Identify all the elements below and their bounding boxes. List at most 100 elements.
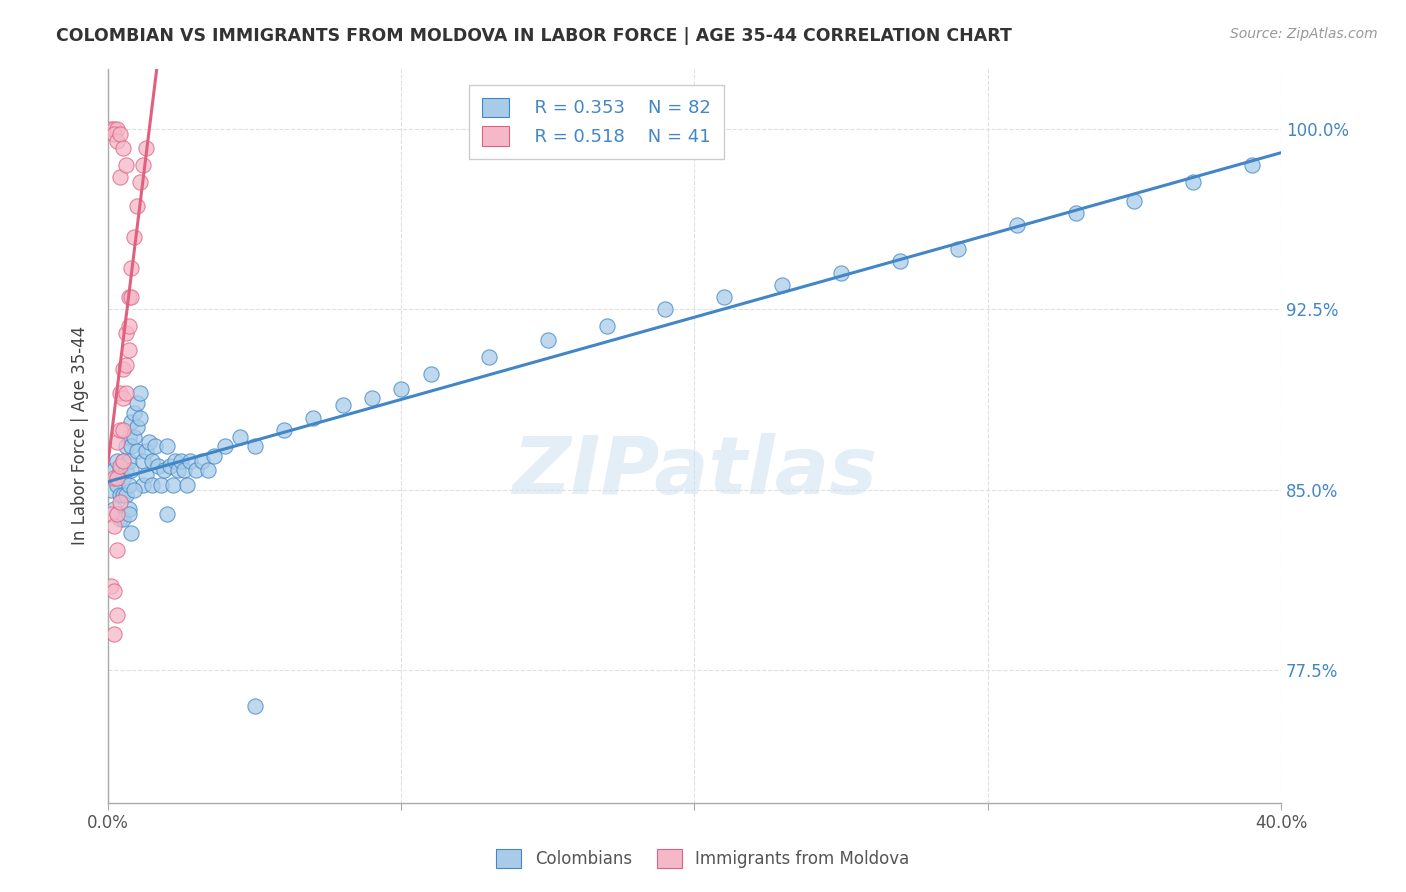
Point <box>114 358 136 372</box>
Point <box>135 444 157 458</box>
Text: Source: ZipAtlas.com: Source: ZipAtlas.com <box>1230 27 1378 41</box>
Point <box>129 410 152 425</box>
Point <box>120 526 142 541</box>
Point <box>111 454 134 468</box>
Point <box>111 511 134 525</box>
Point <box>105 121 128 136</box>
Point <box>111 471 134 485</box>
Point <box>537 334 560 348</box>
Point <box>152 463 174 477</box>
Point <box>117 502 139 516</box>
Point <box>127 199 149 213</box>
Point <box>141 478 163 492</box>
Point <box>103 471 125 485</box>
Point <box>114 439 136 453</box>
Point <box>114 326 136 341</box>
Point <box>108 386 131 401</box>
Point <box>111 391 134 405</box>
Point <box>1181 175 1204 189</box>
Point <box>105 134 128 148</box>
Point <box>114 386 136 401</box>
Text: ZIPatlas: ZIPatlas <box>512 434 877 511</box>
Point <box>1064 206 1087 220</box>
Point <box>124 230 146 244</box>
Point <box>1005 218 1028 232</box>
Point <box>149 478 172 492</box>
Point <box>111 487 134 501</box>
Point <box>103 463 125 477</box>
Point <box>100 507 122 521</box>
Point <box>179 454 201 468</box>
Point <box>132 454 155 468</box>
Point <box>229 430 252 444</box>
Point <box>135 141 157 155</box>
Point <box>120 415 142 429</box>
Point <box>117 319 139 334</box>
Point <box>117 430 139 444</box>
Point <box>105 507 128 521</box>
Point <box>191 454 214 468</box>
Point <box>948 242 970 256</box>
Point <box>332 399 354 413</box>
Point <box>156 507 179 521</box>
Point <box>100 121 122 136</box>
Point <box>243 439 266 453</box>
Point <box>108 487 131 501</box>
Point <box>127 444 149 458</box>
Point <box>111 454 134 468</box>
Point <box>173 463 195 477</box>
Point <box>124 430 146 444</box>
Point <box>108 494 131 508</box>
Point <box>129 175 152 189</box>
Point <box>389 382 412 396</box>
Point <box>114 487 136 501</box>
Point <box>105 607 128 622</box>
Point <box>772 278 794 293</box>
Point <box>103 502 125 516</box>
Point <box>103 627 125 641</box>
Point <box>1240 158 1263 172</box>
Point <box>197 463 219 477</box>
Point <box>132 158 155 172</box>
Point <box>830 266 852 280</box>
Point <box>120 463 142 477</box>
Point <box>138 434 160 449</box>
Point <box>713 290 735 304</box>
Point <box>103 121 125 136</box>
Point <box>117 454 139 468</box>
Point <box>114 158 136 172</box>
Point <box>105 542 128 557</box>
Point <box>165 454 187 468</box>
Point <box>111 362 134 376</box>
Point <box>595 319 617 334</box>
Point <box>117 343 139 358</box>
Point <box>105 471 128 485</box>
Point <box>100 579 122 593</box>
Point <box>103 518 125 533</box>
Point <box>111 423 134 437</box>
Point <box>654 302 676 317</box>
Point <box>100 483 122 497</box>
Point <box>120 261 142 276</box>
Point <box>108 458 131 473</box>
Point <box>103 583 125 598</box>
Point <box>135 468 157 483</box>
Point <box>108 423 131 437</box>
Point <box>889 254 911 268</box>
Point <box>167 463 190 477</box>
Point <box>146 458 169 473</box>
Legend: Colombians, Immigrants from Moldova: Colombians, Immigrants from Moldova <box>489 843 917 875</box>
Point <box>114 463 136 477</box>
Point <box>214 439 236 453</box>
Point <box>170 454 193 468</box>
Point <box>105 434 128 449</box>
Point <box>108 463 131 477</box>
Point <box>124 483 146 497</box>
Point <box>176 478 198 492</box>
Point <box>361 391 384 405</box>
Point <box>478 351 501 365</box>
Point <box>108 127 131 141</box>
Y-axis label: In Labor Force | Age 35-44: In Labor Force | Age 35-44 <box>72 326 89 545</box>
Point <box>302 410 325 425</box>
Point <box>120 439 142 453</box>
